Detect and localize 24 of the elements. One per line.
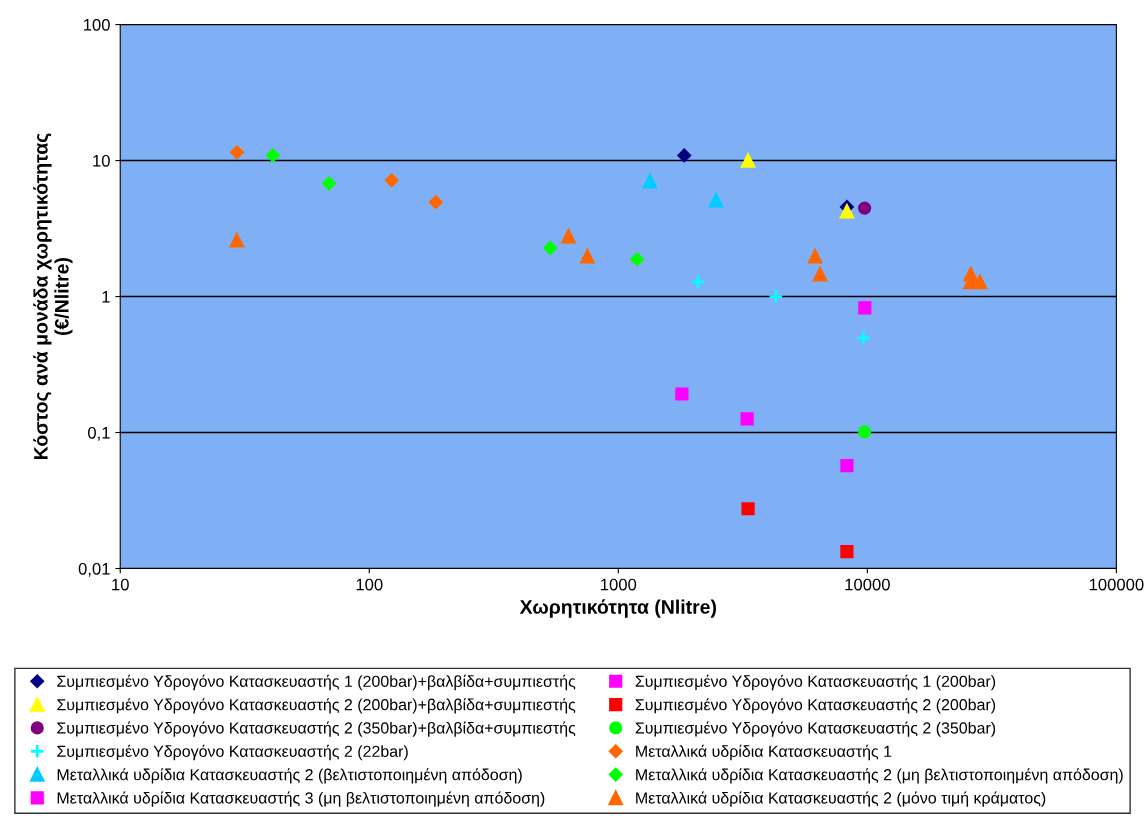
legend-label: Συμπιεσμένο Υδρογόνο Κατασκευαστής 1 (200bar)+βαλβίδα+συμπιεστής: [57, 674, 576, 691]
y-tick-label: 0,1: [87, 426, 110, 441]
y-tick-label: 10: [93, 154, 110, 167]
y-tick-label: 100: [83, 18, 110, 31]
legend-label: Συμπιεσμένο Υδρογόνο Κατασκευαστής 1 (200bar): [635, 674, 996, 691]
legend-label: Συμπιεσμένο Υδρογόνο Κατασκευαστής 2 (200bar): [635, 698, 996, 714]
y-tick-label: 0,01: [78, 562, 110, 577]
legend-label: Μεταλλικά υδρίδια Κατασκευαστής 2 (μόνο τιμή κράματος): [636, 791, 1046, 807]
x-tick-label: 10000: [845, 578, 890, 591]
legend-label: Συμπιεσμένο Υδρογόνο Κατασκευαστής 2 (200bar)+βαλβίδα+συμπιεστής: [57, 698, 576, 714]
legend-label: Μεταλλικά υδρίδια Κατασκευαστής 3 (μη βελτιστοποιημένη απόδοση): [57, 791, 545, 807]
legend-label: Συμπιεσμένο Υδρογόνο Κατασκευαστής 2 (350bar): [635, 721, 996, 737]
legend-label: Μεταλλικά υδρίδια Κατασκευαστής 2 (μη βελτιστοποιημένη απόδοση): [636, 768, 1123, 784]
y-axis-title: Κόστος ανά μονάδα χωρητικότητας (€/Nlitre): [33, 133, 73, 460]
x-tick-label: 10: [112, 578, 129, 591]
x-tick-label: 1000: [601, 578, 637, 591]
legend-label: Συμπιεσμένο Υδρογόνο Κατασκευαστής 2 (350bar)+βαλβίδα+συμπιεστής: [57, 721, 576, 737]
x-tick-label: 100: [356, 578, 383, 591]
x-tick-label: 100000: [1089, 578, 1144, 591]
legend-label: Μεταλλικά υδρίδια Κατασκευαστής 2 (βελτιστοποιημένη απόδοση): [57, 768, 522, 784]
y-tick-label: 1: [102, 291, 110, 303]
legend-label: Συμπιεσμένο Υδρογόνο Κατασκευαστής 2 (22bar): [57, 744, 408, 761]
legend-label: Μεταλλικά υδρίδια Κατασκευαστής 1: [636, 744, 892, 761]
x-axis-title: Χωρητικότητα (Nlitre): [519, 599, 717, 618]
